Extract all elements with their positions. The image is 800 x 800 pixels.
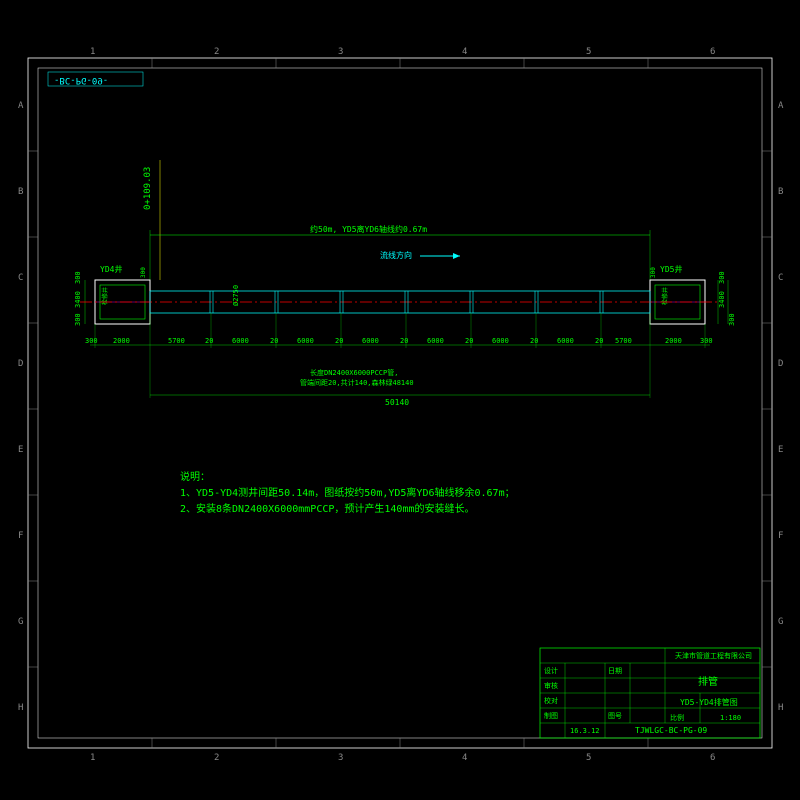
svg-text:2: 2 xyxy=(214,753,219,763)
svg-text:6000: 6000 xyxy=(427,337,444,345)
svg-text:6000: 6000 xyxy=(362,337,379,345)
dim-vert-right: 300 3400 300 xyxy=(718,271,736,326)
svg-text:C: C xyxy=(18,273,23,283)
svg-text:D: D xyxy=(778,359,783,369)
svg-text:-BC-PG-09-: -BC-PG-09- xyxy=(54,75,108,85)
svg-text:20: 20 xyxy=(465,337,473,345)
svg-text:2000: 2000 xyxy=(113,337,130,345)
svg-text:6000: 6000 xyxy=(297,337,314,345)
svg-text:300: 300 xyxy=(85,337,98,345)
svg-text:E: E xyxy=(18,445,23,455)
svg-text:20: 20 xyxy=(335,337,343,345)
svg-text:TJWLGC-BC-PG-09: TJWLGC-BC-PG-09 xyxy=(635,726,707,735)
svg-text:1: 1 xyxy=(90,47,95,57)
svg-text:6: 6 xyxy=(710,47,715,57)
svg-text:300: 300 xyxy=(728,313,736,326)
svg-text:3: 3 xyxy=(338,47,343,57)
svg-text:300: 300 xyxy=(700,337,713,345)
svg-text:3400: 3400 xyxy=(74,291,82,308)
svg-text:D: D xyxy=(18,359,23,369)
svg-text:B: B xyxy=(778,187,783,197)
svg-text:H: H xyxy=(778,703,783,713)
svg-text:H: H xyxy=(18,703,23,713)
svg-text:4: 4 xyxy=(462,753,467,763)
svg-text:天津市管道工程有限公司: 天津市管道工程有限公司 xyxy=(675,651,752,660)
svg-text:2: 2 xyxy=(214,47,219,57)
svg-text:20: 20 xyxy=(595,337,603,345)
svg-text:5700: 5700 xyxy=(168,337,185,345)
svg-text:管端间距20,共计140,森林绿48140: 管端间距20,共计140,森林绿48140 xyxy=(300,378,414,387)
svg-text:C: C xyxy=(778,273,783,283)
svg-text:排管: 排管 xyxy=(698,675,718,688)
svg-text:3: 3 xyxy=(338,753,343,763)
svg-text:20: 20 xyxy=(400,337,408,345)
svg-text:图号: 图号 xyxy=(608,712,622,720)
svg-text:比例: 比例 xyxy=(670,713,684,722)
svg-text:F: F xyxy=(778,531,783,541)
svg-text:审核: 审核 xyxy=(544,681,558,690)
pipe-body: Ø2750 xyxy=(80,285,720,313)
svg-text:300: 300 xyxy=(650,267,657,278)
flow-arrow: 流线方向 xyxy=(380,250,460,260)
notes-block: 说明： 1、YD5-YD4测井间距50.14m，图纸按约50m,YD5离YD6轴… xyxy=(180,470,515,515)
svg-text:制图: 制图 xyxy=(544,711,558,720)
svg-text:20: 20 xyxy=(270,337,278,345)
svg-text:300: 300 xyxy=(74,313,82,326)
svg-text:20: 20 xyxy=(530,337,538,345)
svg-text:1、YD5-YD4测井间距50.14m，图纸按约50m,YD: 1、YD5-YD4测井间距50.14m，图纸按约50m,YD5离YD6轴线移余0… xyxy=(180,486,515,499)
svg-text:流线方向: 流线方向 xyxy=(380,250,412,260)
svg-text:约50m, YD5离YD6轴线约0.67m: 约50m, YD5离YD6轴线约0.67m xyxy=(310,224,427,234)
svg-text:说明：: 说明： xyxy=(180,470,210,483)
svg-text:6000: 6000 xyxy=(492,337,509,345)
yd4-label: YD4井 xyxy=(100,264,122,274)
svg-text:4: 4 xyxy=(462,47,467,57)
svg-text:20: 20 xyxy=(205,337,213,345)
svg-text:5700: 5700 xyxy=(615,337,632,345)
cad-drawing: 1 2 3 4 5 6 1 2 3 4 5 6 xyxy=(0,0,800,800)
svg-text:G: G xyxy=(778,617,783,627)
svg-text:2000: 2000 xyxy=(665,337,682,345)
svg-text:1:180: 1:180 xyxy=(720,714,741,722)
svg-text:6000: 6000 xyxy=(557,337,574,345)
svg-text:16.3.12: 16.3.12 xyxy=(570,727,600,735)
svg-text:A: A xyxy=(18,101,24,111)
svg-text:2、安装8条DN2400X6000mmPCCP，预计产生14: 2、安装8条DN2400X6000mmPCCP，预计产生140mm的安装缝长。 xyxy=(180,502,475,515)
dim-vert-left: 300 3400 300 xyxy=(74,271,85,326)
dim-segments: 2000 300 5700 20 6000 20 6000 20 6000 20… xyxy=(85,313,713,348)
svg-text:5: 5 xyxy=(586,47,591,57)
svg-text:50140: 50140 xyxy=(385,398,409,407)
svg-text:5: 5 xyxy=(586,753,591,763)
yd5-label: YD5井 xyxy=(660,264,682,274)
svg-text:1: 1 xyxy=(90,753,95,763)
svg-text:300: 300 xyxy=(74,271,82,284)
svg-text:日期: 日期 xyxy=(608,667,622,675)
svg-text:3400: 3400 xyxy=(718,291,726,308)
svg-text:300: 300 xyxy=(140,267,147,278)
chainage-marker: 0+109.03 xyxy=(143,160,160,280)
svg-text:G: G xyxy=(18,617,23,627)
svg-text:A: A xyxy=(778,101,784,111)
svg-text:B: B xyxy=(18,187,23,197)
svg-text:长度DN2400X6000PCCP管,: 长度DN2400X6000PCCP管, xyxy=(310,368,398,377)
svg-text:E: E xyxy=(778,445,783,455)
svg-text:0+109.03: 0+109.03 xyxy=(143,167,153,210)
drawing-stamp: -BC-PG-09- xyxy=(48,72,143,86)
svg-text:300: 300 xyxy=(718,271,726,284)
svg-text:YD5-YD4排管图: YD5-YD4排管图 xyxy=(680,697,738,707)
svg-text:Ø2750: Ø2750 xyxy=(232,285,240,306)
svg-text:F: F xyxy=(18,531,23,541)
svg-text:6000: 6000 xyxy=(232,337,249,345)
pipe-plan: 约50m, YD5离YD6轴线约0.67m 流线方向 YD4井 YD5井 检修井… xyxy=(74,224,736,407)
frame-row-labels: A B C D E F G H A B C D E F G H xyxy=(18,101,784,713)
svg-text:校对: 校对 xyxy=(544,696,558,705)
title-block: 天津市管道工程有限公司 排管 YD5-YD4排管图 比例 1:180 TJWLG… xyxy=(540,648,760,738)
svg-text:6: 6 xyxy=(710,753,715,763)
svg-text:设计: 设计 xyxy=(544,666,558,675)
dim-total: 长度DN2400X6000PCCP管, 管端间距20,共计140,森林绿4814… xyxy=(150,348,650,407)
